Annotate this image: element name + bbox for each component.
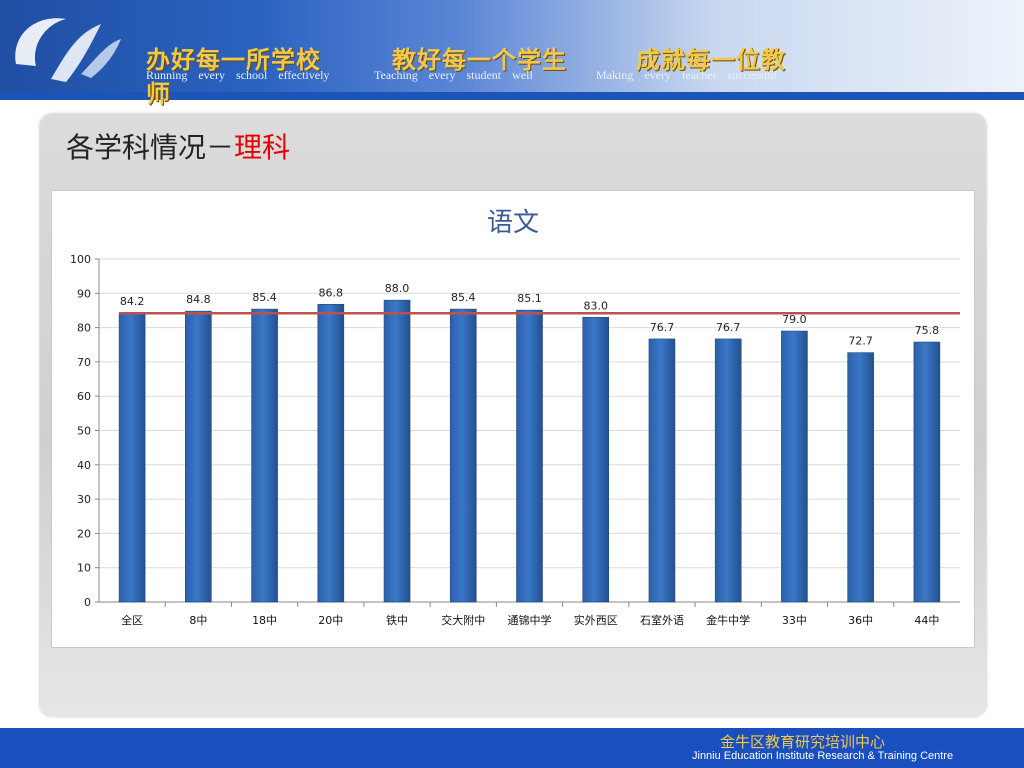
y-tick-label: 80 xyxy=(77,322,91,335)
x-tick-label: 金牛中学 xyxy=(706,613,750,627)
y-tick-label: 30 xyxy=(77,493,91,506)
y-tick-label: 50 xyxy=(77,425,91,438)
bar xyxy=(913,341,941,603)
header-divider xyxy=(0,92,1024,100)
y-tick-label: 0 xyxy=(84,596,91,609)
footer-org-cn: 金牛区教育研究培训中心 xyxy=(720,733,886,751)
slogan-1-cn: 办好每一所学校 xyxy=(146,45,321,74)
page-title-accent: 理科 xyxy=(234,131,291,164)
slogan-2-en: Teaching every student well xyxy=(374,68,533,82)
bar xyxy=(383,299,411,603)
y-tick-label: 60 xyxy=(77,390,91,403)
page-title-prefix: 各学科情况－ xyxy=(66,131,235,164)
data-label: 72.7 xyxy=(848,335,873,348)
x-tick-label: 石室外语 xyxy=(640,613,684,627)
y-tick-label: 100 xyxy=(70,253,91,266)
data-label: 83.0 xyxy=(583,299,608,312)
page-title: 各学科情况－理科 xyxy=(66,126,290,166)
bar-chart: 语文 0 10 20 30 40 50 60 70 80 90 100 84.2 全区 84.8 8中 85.… xyxy=(70,208,960,627)
bar xyxy=(648,338,676,603)
bar xyxy=(582,317,610,603)
bar xyxy=(185,310,212,603)
x-tick-label: 全区 xyxy=(121,613,143,627)
data-label: 76.7 xyxy=(716,321,741,334)
x-tick-label: 20中 xyxy=(318,614,343,627)
footer-bar xyxy=(0,728,1024,768)
data-label: 86.8 xyxy=(319,286,344,299)
bar xyxy=(781,330,808,603)
y-tick-label: 70 xyxy=(77,356,91,369)
footer-org-en: Jinniu Education Institute Research & Tr… xyxy=(692,750,954,762)
data-label: 85.4 xyxy=(451,291,476,304)
bar xyxy=(251,308,278,603)
data-label: 88.0 xyxy=(385,282,410,295)
data-label: 84.2 xyxy=(120,295,145,308)
header-banner xyxy=(0,0,1024,92)
x-tick-label: 8中 xyxy=(189,614,207,627)
bar xyxy=(516,309,543,603)
y-tick-label: 20 xyxy=(77,527,91,540)
chart-title: 语文 xyxy=(487,208,539,238)
x-tick-label: 36中 xyxy=(848,614,873,627)
data-label: 85.4 xyxy=(252,291,276,304)
bar xyxy=(847,352,874,603)
logo-icon xyxy=(15,18,121,82)
bar xyxy=(449,308,477,603)
bar xyxy=(714,338,742,603)
data-label: 85.1 xyxy=(517,292,542,305)
data-label: 79.0 xyxy=(782,313,807,326)
y-tick-label: 90 xyxy=(77,287,91,300)
chart-container: 语文 0 10 20 30 40 50 60 70 80 90 100 84.2 全区 84.8 8中 85.… xyxy=(51,190,975,648)
x-tick-label: 实外西区 xyxy=(574,613,618,627)
slogan-1-en: Running every school effectively xyxy=(146,68,330,82)
data-label: 75.8 xyxy=(915,324,940,337)
x-tick-label: 通锦中学 xyxy=(508,613,552,627)
slogan-3-cn: 成就每一位教 xyxy=(636,45,786,74)
x-tick-label: 18中 xyxy=(252,614,277,627)
x-tick-label: 33中 xyxy=(782,614,807,627)
slogan-3-en: Making every teacher successful xyxy=(596,68,777,82)
bar xyxy=(118,312,146,603)
slogan-3-wrap: 师 xyxy=(146,79,170,108)
data-label: 76.7 xyxy=(650,321,675,334)
bar xyxy=(317,303,345,603)
y-tick-label: 10 xyxy=(77,562,91,575)
x-tick-label: 44中 xyxy=(914,614,939,627)
x-tick-label: 交大附中 xyxy=(441,613,485,627)
slogan-2-cn: 教好每一个学生 xyxy=(392,45,567,74)
data-label: 84.8 xyxy=(186,293,211,306)
y-tick-label: 40 xyxy=(77,459,91,472)
x-tick-label: 铁中 xyxy=(386,614,408,627)
